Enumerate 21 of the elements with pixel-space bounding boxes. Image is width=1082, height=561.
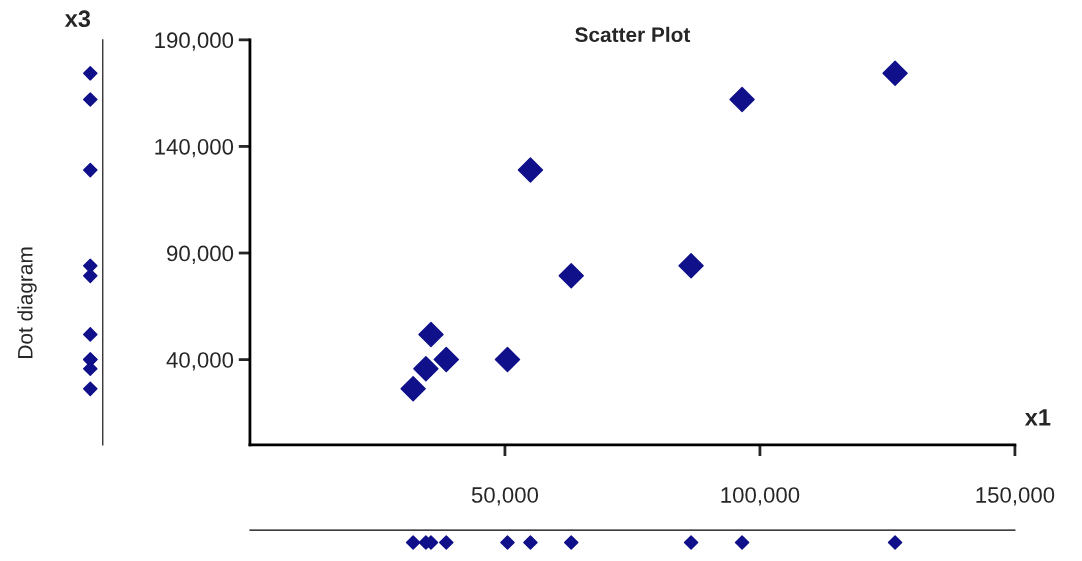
x-tick-label: 150,000 [976,487,1055,506]
point [558,263,584,289]
point [882,60,908,87]
point [678,253,704,279]
point [413,356,439,382]
x-tick-label: 50,000 [471,487,539,506]
y-tick-label: 90,000 [167,245,234,264]
x-axis-title: x1 [1024,409,1051,426]
x-tick-label: 100,000 [721,487,800,506]
point [494,346,521,373]
point [400,376,426,402]
y-tick-label: 140,000 [155,138,234,158]
text: Dot diagram [17,247,37,358]
point [433,346,460,373]
point [418,321,444,348]
y-axis-title: x3 [64,10,91,28]
point [729,86,755,113]
chart-title: Scatter Plot [575,26,691,43]
y-tick-label: 40,000 [166,352,234,371]
y-tick-label: 190,000 [155,32,234,51]
point [517,157,544,183]
